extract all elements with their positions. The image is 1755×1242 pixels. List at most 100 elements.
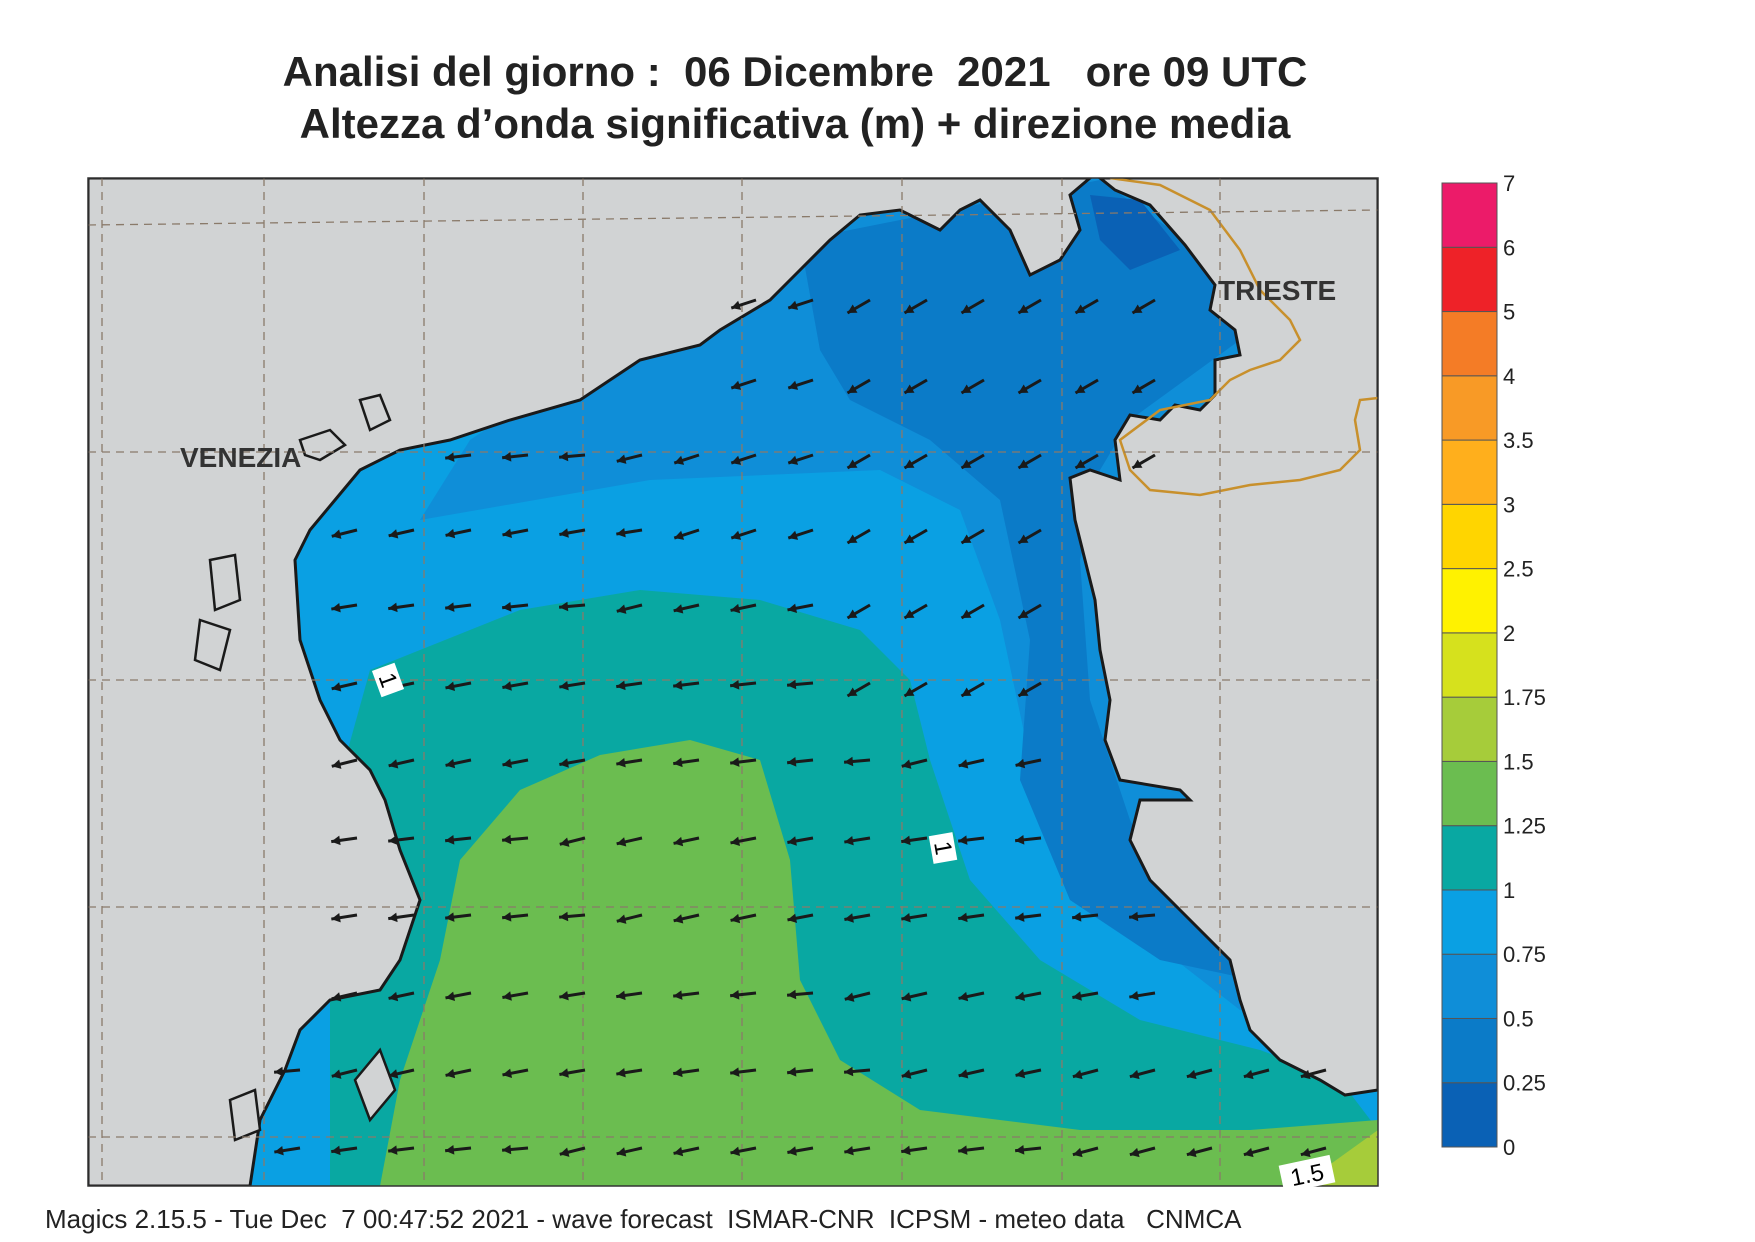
wave-arrowhead (674, 530, 685, 540)
city-label-trieste: TRIESTE (1218, 275, 1336, 306)
wave-arrowhead (616, 914, 627, 924)
wave-arrowhead (445, 912, 455, 922)
wave-arrowhead (502, 528, 513, 538)
wave-arrowhead (847, 459, 858, 468)
wave-arrowhead (1018, 687, 1029, 696)
wave-arrowhead (616, 990, 626, 1001)
wave-arrowhead (787, 836, 797, 846)
wave-arrowhead (847, 384, 858, 393)
wave-arrowhead (730, 1146, 741, 1156)
wave-arrowhead (958, 991, 969, 1002)
legend-swatch (1441, 825, 1498, 891)
wave-arrowhead (958, 759, 969, 769)
wave-arrowhead (616, 604, 627, 614)
wave-arrowhead (904, 609, 915, 618)
sea-zone-0-0.25 (1090, 195, 1180, 270)
wave-arrowhead (847, 534, 858, 543)
wave-arrowhead (961, 534, 972, 543)
wave-arrowhead (958, 912, 968, 923)
wave-arrowhead (731, 380, 742, 390)
wave-arrowhead (961, 609, 972, 618)
wave-arrowhead (1075, 384, 1086, 393)
wave-arrowhead (502, 602, 512, 612)
wave-arrowhead (788, 380, 799, 390)
legend-tick-label: 2 (1503, 621, 1515, 646)
footer-credits: Magics 2.15.5 - Tue Dec 7 00:47:52 2021 … (45, 1204, 1242, 1234)
wave-arrowhead (559, 837, 570, 847)
wave-arrowhead (1129, 1069, 1140, 1080)
wave-arrowhead (901, 759, 912, 769)
wave-arrowhead (958, 1145, 968, 1155)
wave-arrowhead (788, 455, 799, 465)
wave-arrowhead (616, 527, 626, 538)
wave-arrowhead (388, 759, 399, 769)
wave-arrowhead (559, 1147, 570, 1157)
wave-arrowhead (1132, 304, 1143, 313)
legend-swatch (1441, 1082, 1498, 1148)
wave-arrowhead (901, 1145, 911, 1156)
wave-arrowhead (388, 529, 399, 539)
wave-arrowhead (1075, 459, 1086, 468)
wave-arrowhead (559, 911, 569, 922)
wave-arrowhead (1300, 1069, 1311, 1080)
wave-arrowhead (331, 1069, 342, 1079)
legend-tick-label: 0.5 (1503, 1006, 1534, 1031)
wave-arrowhead (388, 991, 399, 1002)
wave-arrowhead (445, 1068, 456, 1079)
wave-arrowhead (901, 912, 911, 923)
wave-arrowhead (1129, 990, 1139, 1001)
legend-swatch (1441, 246, 1498, 313)
land-west (88, 178, 1093, 1186)
wave-arrowhead (388, 1069, 399, 1079)
wave-arrowhead (731, 530, 742, 540)
wave-arrowhead (673, 836, 684, 847)
wave-arrowhead (673, 914, 684, 924)
wave-arrowhead (445, 681, 456, 691)
wave-arrowhead (331, 912, 341, 923)
legend-tick-label: 3 (1503, 492, 1515, 517)
wave-arrowhead (331, 529, 342, 539)
wave-arrowhead (388, 912, 398, 923)
wave-arrowhead (730, 680, 740, 690)
border-line (1109, 178, 1378, 497)
wave-arrowhead (502, 1144, 512, 1155)
wave-arrowhead (1132, 384, 1143, 393)
wave-arrowhead (958, 1069, 969, 1079)
legend-tick-label: 2.5 (1503, 557, 1534, 582)
wave-arrowhead (901, 835, 911, 846)
sea-zone-1.25-1.5 (380, 740, 1378, 1186)
wave-arrowhead (331, 835, 341, 846)
wave-arrowhead (1243, 1069, 1254, 1080)
wave-arrowhead (730, 913, 741, 924)
wave-arrowhead (1072, 1069, 1083, 1080)
wave-arrowhead (559, 1068, 569, 1078)
wave-arrowhead (730, 990, 740, 1000)
wave-arrowhead (616, 1067, 626, 1078)
wave-arrowhead (731, 300, 742, 310)
wave-arrowhead (502, 452, 512, 462)
wave-arrowhead (787, 1067, 797, 1077)
wave-arrowhead (331, 682, 342, 692)
wave-arrowhead (445, 452, 455, 462)
wave-arrowhead (901, 992, 912, 1002)
city-label-venezia: VENEZIA (180, 442, 301, 473)
wave-arrowhead (730, 757, 740, 767)
wave-arrowhead (904, 304, 915, 313)
wave-arrowhead (673, 604, 684, 614)
wave-arrowhead (559, 758, 569, 768)
wave-arrowhead (1018, 534, 1029, 543)
wave-arrowhead (502, 1068, 513, 1078)
wave-arrowhead (331, 759, 342, 769)
legend-swatch (1441, 503, 1498, 570)
legend-swatch (1441, 760, 1498, 827)
map-frame (88, 178, 1378, 1186)
legend-swatch (1441, 311, 1498, 377)
wave-arrowhead (445, 528, 456, 539)
legend-swatch (1441, 953, 1498, 1019)
wave-arrowhead (961, 687, 972, 696)
wave-arrowhead (844, 913, 854, 923)
contour-label-1b: 1 (928, 832, 958, 864)
wave-arrowhead (1072, 912, 1082, 922)
legend-tick-label: 1.25 (1503, 814, 1546, 839)
graticule (88, 178, 1378, 1186)
